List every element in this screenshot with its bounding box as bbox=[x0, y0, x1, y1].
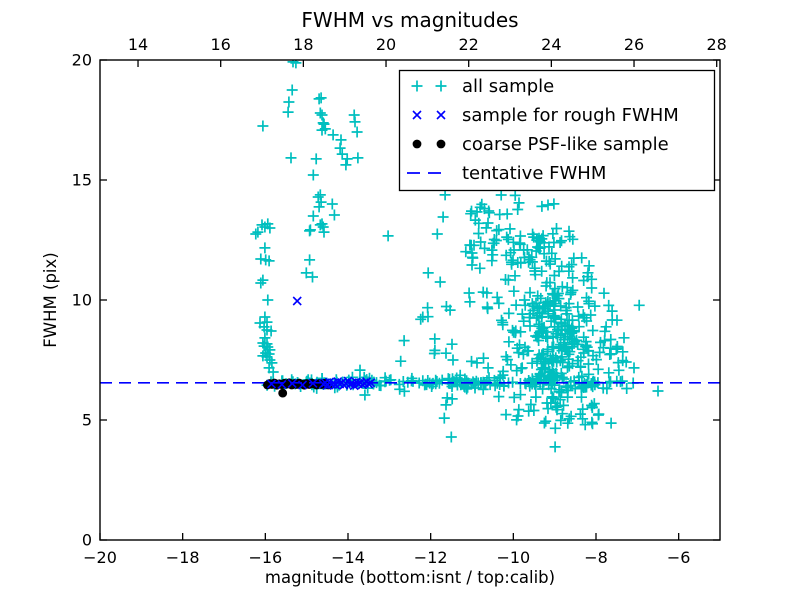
x-tick-label: −10 bbox=[496, 548, 530, 567]
legend-marker-psf-like-dot-icon bbox=[412, 139, 446, 149]
x-tick-label: −18 bbox=[166, 548, 200, 567]
x-tick-label: −8 bbox=[584, 548, 608, 567]
y-tick-label: 15 bbox=[72, 171, 92, 190]
legend-marker-all-sample-plus-icon bbox=[411, 80, 447, 92]
scatter-points-layer bbox=[100, 60, 720, 453]
legend-label-psf-like: coarse PSF-like sample bbox=[462, 134, 669, 155]
top-tick-label: 18 bbox=[293, 35, 313, 54]
legend-entry-psf-like: coarse PSF-like sample bbox=[412, 134, 669, 155]
x-axis-label: magnitude (bottom:isnt / top:calib) bbox=[265, 568, 555, 587]
legend-label-rough-fwhm: sample for rough FWHM bbox=[462, 105, 679, 126]
top-tick-label: 16 bbox=[211, 35, 231, 54]
legend-label-tentative-fwhm: tentative FWHM bbox=[462, 163, 606, 184]
y-tick-label: 5 bbox=[82, 411, 92, 430]
legend-frame bbox=[398, 69, 716, 192]
legend-entry-all-sample: all sample bbox=[411, 76, 554, 97]
top-tick-label: 28 bbox=[707, 35, 727, 54]
y-axis-label: FWHM (pix) bbox=[41, 252, 60, 347]
x-tick-label: −12 bbox=[414, 548, 448, 567]
legend-entry-tentative-fwhm: tentative FWHM bbox=[407, 163, 606, 184]
legend-entry-rough-fwhm: sample for rough FWHM bbox=[412, 105, 679, 126]
top-tick-label: 24 bbox=[541, 35, 561, 54]
top-tick-label: 14 bbox=[128, 35, 148, 54]
top-tick-label: 22 bbox=[459, 35, 479, 54]
legend-marker-rough-fwhm-x-icon bbox=[412, 110, 446, 120]
y-tick-label: 20 bbox=[72, 51, 92, 70]
x-tick-label: −14 bbox=[331, 548, 365, 567]
x-tick-label: −6 bbox=[667, 548, 691, 567]
x-tick-label: −20 bbox=[83, 548, 117, 567]
legend: all sample sample for rough FWHM coarse … bbox=[398, 69, 716, 192]
series-rough-fwhm bbox=[266, 296, 376, 391]
top-tick-label: 26 bbox=[624, 35, 644, 54]
top-tick-label: 20 bbox=[376, 35, 396, 54]
legend-label-all-sample: all sample bbox=[462, 76, 554, 97]
y-tick-label: 10 bbox=[72, 291, 92, 310]
chart-title: FWHM vs magnitudes bbox=[301, 8, 518, 32]
y-tick-label: 0 bbox=[82, 531, 92, 550]
x-tick-label: −16 bbox=[248, 548, 282, 567]
axis-ticks: −20 −18 −16 −14 −12 −10 −8 −6 14 16 18 20 22 24 26 28 0 5… bbox=[72, 35, 727, 567]
